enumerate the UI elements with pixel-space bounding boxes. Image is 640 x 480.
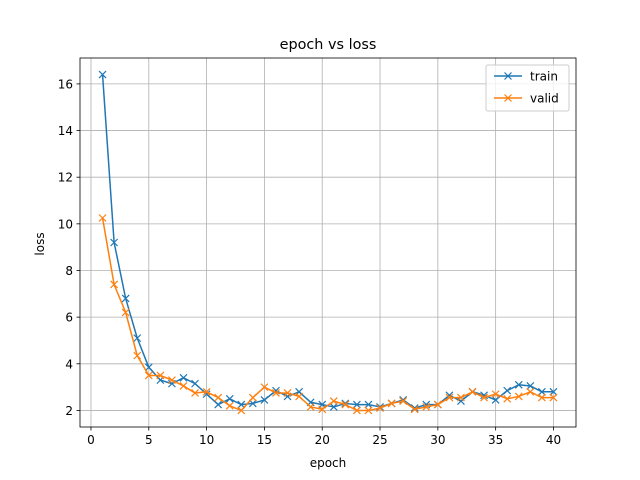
data-point-valid — [295, 392, 304, 401]
data-point-train — [179, 373, 188, 382]
data-point-valid — [491, 390, 500, 399]
y-tick-label: 16 — [58, 77, 73, 91]
x-tick-label: 40 — [546, 433, 561, 447]
data-point-valid — [329, 397, 338, 406]
data-point-valid — [260, 383, 269, 392]
data-point-valid — [318, 405, 327, 414]
plot-area: 0 5 10 15 20 25 30 35 40 2 4 6 8 10 12 14 16 — [58, 57, 577, 447]
data-point-valid — [214, 393, 223, 402]
data-point-valid — [237, 406, 246, 415]
y-tick-label: 12 — [58, 171, 73, 185]
legend-marker-train — [504, 72, 512, 80]
data-point-train — [549, 387, 558, 396]
data-point-valid — [468, 387, 477, 396]
data-point-valid — [526, 387, 535, 396]
data-point-train — [121, 294, 130, 303]
series-line-valid — [101, 217, 554, 412]
y-tick-label: 14 — [58, 124, 73, 138]
data-point-train — [457, 397, 465, 406]
x-tick-label: 5 — [145, 433, 153, 447]
data-point-valid — [191, 389, 199, 397]
x-tick-label: 0 — [87, 433, 95, 447]
data-point-valid — [341, 400, 350, 409]
data-point-valid — [445, 393, 454, 402]
data-point-valid — [272, 389, 280, 397]
data-point-valid — [144, 371, 153, 380]
axes-frame — [79, 57, 577, 428]
data-point-train — [491, 396, 500, 404]
x-tick-label: 35 — [488, 433, 503, 447]
data-point-train — [98, 70, 107, 79]
data-point-train — [133, 334, 142, 343]
data-point-valid — [225, 401, 234, 410]
data-point-valid — [98, 214, 107, 222]
data-point-valid — [549, 393, 558, 402]
data-point-train — [110, 238, 119, 247]
data-point-train — [191, 379, 199, 388]
chart-title: epoch vs loss — [280, 37, 377, 53]
y-tick-label: 2 — [65, 404, 73, 418]
x-tick-label: 15 — [257, 433, 272, 447]
data-point-valid — [537, 393, 546, 402]
data-point-train — [537, 387, 546, 396]
data-point-valid — [167, 376, 176, 385]
data-point-valid — [352, 406, 361, 415]
y-axis-label: loss — [33, 232, 47, 255]
data-point-train — [503, 386, 512, 395]
data-point-valid — [283, 389, 292, 397]
x-tick-label: 10 — [199, 433, 214, 447]
data-point-train — [329, 403, 338, 411]
data-point-valid — [387, 399, 396, 408]
x-tick-label: 25 — [372, 433, 387, 447]
data-point-train — [225, 394, 234, 403]
data-point-valid — [410, 405, 419, 414]
x-tick-label: 20 — [315, 433, 330, 447]
x-tick-label: 30 — [430, 433, 445, 447]
data-point-train — [514, 380, 523, 389]
data-point-train — [410, 404, 419, 413]
data-point-valid — [121, 308, 130, 317]
data-point-valid — [514, 392, 523, 401]
data-point-valid — [376, 404, 384, 413]
data-point-valid — [179, 382, 188, 390]
data-point-train — [144, 363, 153, 372]
data-point-valid — [480, 393, 489, 402]
legend: train valid — [485, 64, 570, 112]
data-point-valid — [457, 393, 465, 402]
data-point-train — [260, 396, 269, 404]
data-point-valid — [202, 387, 211, 396]
data-point-valid — [248, 393, 257, 402]
x-axis-label: epoch — [310, 456, 347, 470]
y-tick-label: 6 — [65, 311, 73, 325]
data-point-valid — [133, 351, 142, 360]
data-point-valid — [306, 403, 315, 411]
y-tick-label: 4 — [65, 357, 73, 371]
data-point-train — [352, 400, 361, 409]
legend-label-valid: valid — [530, 92, 559, 106]
y-tick-label: 8 — [65, 264, 73, 278]
legend-marker-valid — [504, 94, 512, 102]
data-point-valid — [364, 406, 373, 415]
data-point-train — [214, 400, 223, 409]
legend-label-train: train — [530, 70, 558, 84]
data-point-valid — [156, 371, 165, 380]
y-tick-label: 10 — [58, 217, 73, 231]
data-point-valid — [110, 280, 119, 289]
data-point-valid — [399, 397, 408, 406]
data-point-train — [526, 382, 535, 390]
data-point-valid — [433, 400, 442, 409]
data-point-train — [364, 400, 373, 409]
data-point-valid — [503, 394, 512, 403]
data-point-valid — [422, 403, 431, 411]
